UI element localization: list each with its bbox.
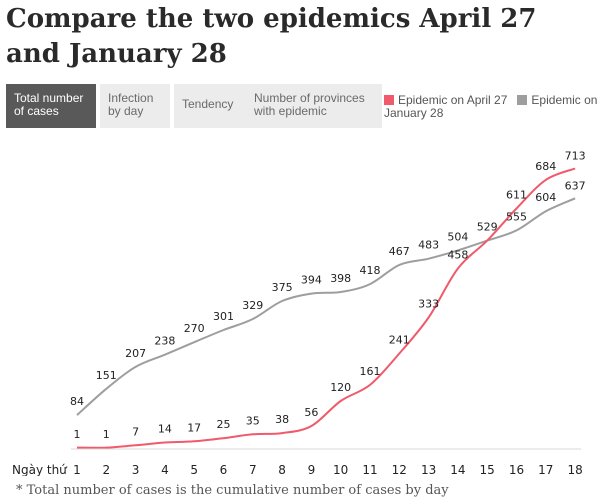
data-label-january-16: 555 xyxy=(506,210,527,223)
data-label-january-10: 398 xyxy=(330,272,351,285)
legend-item-april[interactable]: Epidemic on April 27 xyxy=(384,93,507,107)
x-tick-label-18: 18 xyxy=(567,463,582,476)
x-tick-label-2: 2 xyxy=(102,463,110,476)
legend-label-january: Epidemic on January 28 xyxy=(384,93,598,120)
data-label-january-7: 329 xyxy=(242,299,263,312)
data-label-january-12: 467 xyxy=(389,245,410,258)
data-label-april-6: 25 xyxy=(217,418,231,431)
x-tick-label-12: 12 xyxy=(392,463,407,476)
footnote: * Total number of cases is the cumulativ… xyxy=(16,483,449,498)
data-label-april-14: 458 xyxy=(447,248,468,261)
x-tick-label-9: 9 xyxy=(308,463,316,476)
data-label-january-1: 84 xyxy=(70,395,84,408)
tab-total-cases[interactable]: Total number of cases xyxy=(6,84,96,128)
data-label-january-2: 151 xyxy=(96,369,117,382)
data-label-april-12: 241 xyxy=(389,334,410,347)
tab-provinces[interactable]: Number of provinces with epidemic xyxy=(246,84,382,128)
x-tick-label-13: 13 xyxy=(421,463,436,476)
chart-title: Compare the two epidemics April 27 and J… xyxy=(6,4,537,69)
data-label-april-17: 684 xyxy=(535,160,556,173)
legend-label-april: Epidemic on April 27 xyxy=(398,93,508,107)
series-line-january xyxy=(76,197,576,416)
data-label-april-8: 38 xyxy=(275,413,289,426)
line-chart: 1 1 7 14 17 25 35 38561201612413334586116847138… xyxy=(12,150,586,476)
x-tick-label-7: 7 xyxy=(249,463,257,476)
x-tick-label-17: 17 xyxy=(538,463,553,476)
data-label-january-6: 301 xyxy=(213,310,234,323)
data-label-april-7: 35 xyxy=(246,414,260,427)
x-tick-label-3: 3 xyxy=(132,463,140,476)
legend-swatch-april xyxy=(384,95,394,105)
x-tick-label-6: 6 xyxy=(220,463,228,476)
legend-swatch-january xyxy=(517,95,528,105)
x-tick-label-8: 8 xyxy=(278,463,286,476)
x-tick-label-14: 14 xyxy=(450,463,465,476)
data-label-april-13: 333 xyxy=(418,297,439,310)
data-label-april-1: 1 xyxy=(74,428,81,441)
x-tick-label-15: 15 xyxy=(480,463,495,476)
tab-infection-by-day[interactable]: Infection by day xyxy=(100,84,170,128)
data-label-january-15: 529 xyxy=(477,221,498,234)
tab-tendency[interactable]: Tendency xyxy=(174,84,246,128)
x-tick-label-11: 11 xyxy=(362,463,377,476)
data-label-january-5: 270 xyxy=(184,322,205,335)
data-label-april-4: 14 xyxy=(158,423,172,436)
data-label-january-18: 637 xyxy=(565,179,586,192)
x-tick-label-10: 10 xyxy=(333,463,348,476)
data-label-january-8: 375 xyxy=(272,281,293,294)
x-axis-title: Ngày thứ xyxy=(12,463,68,476)
data-label-april-3: 7 xyxy=(132,425,139,438)
legend-item-january[interactable]: Epidemic on January 28 xyxy=(384,93,597,120)
x-tick-label-5: 5 xyxy=(190,463,198,476)
data-label-january-17: 604 xyxy=(535,191,556,204)
data-label-april-16: 611 xyxy=(506,188,527,201)
x-tick-label-1: 1 xyxy=(73,463,81,476)
data-label-january-11: 418 xyxy=(360,264,381,277)
chart-legend: Epidemic on April 27 Epidemic on January… xyxy=(384,94,600,120)
data-label-january-9: 394 xyxy=(301,274,322,287)
data-label-april-10: 120 xyxy=(330,381,351,394)
data-label-april-11: 161 xyxy=(360,365,381,378)
x-tick-label-4: 4 xyxy=(161,463,169,476)
data-label-april-5: 17 xyxy=(187,421,201,434)
data-label-january-3: 207 xyxy=(125,347,146,360)
data-label-january-13: 483 xyxy=(418,239,439,252)
data-label-january-14: 504 xyxy=(447,230,468,243)
data-label-january-4: 238 xyxy=(154,335,175,348)
x-tick-label-16: 16 xyxy=(509,463,524,476)
data-label-april-2: 1 xyxy=(103,428,110,441)
data-label-april-18: 713 xyxy=(565,150,586,163)
series-line-april xyxy=(76,167,576,449)
data-label-april-9: 56 xyxy=(304,406,318,419)
